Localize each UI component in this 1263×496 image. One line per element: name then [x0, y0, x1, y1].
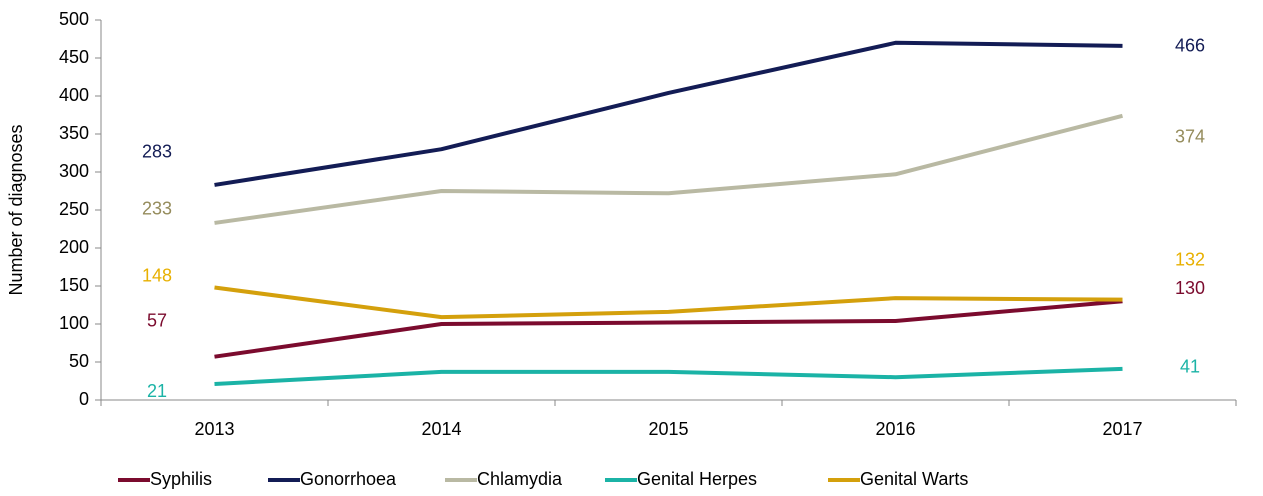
x-tick-label: 2014	[421, 419, 461, 439]
y-tick-label: 0	[79, 389, 89, 409]
y-axis-title: Number of diagnoses	[6, 124, 26, 295]
legend-label: Gonorrhoea	[300, 469, 397, 489]
data-label: 233	[142, 199, 172, 219]
data-label: 41	[1180, 357, 1200, 377]
data-label: 283	[142, 142, 172, 162]
data-label: 466	[1175, 36, 1205, 56]
x-tick-label: 2013	[194, 419, 234, 439]
x-tick-label: 2017	[1102, 419, 1142, 439]
series-line	[214, 113, 1123, 225]
y-tick-label: 50	[69, 351, 89, 371]
legend-label: Genital Warts	[860, 469, 968, 489]
legend-label: Genital Herpes	[637, 469, 757, 489]
data-label: 130	[1175, 278, 1205, 298]
y-tick-label: 500	[59, 9, 89, 29]
y-tick-label: 250	[59, 199, 89, 219]
x-tick-label: 2015	[648, 419, 688, 439]
legend-label: Chlamydia	[477, 469, 563, 489]
legend-label: Syphilis	[150, 469, 212, 489]
series-line	[214, 366, 1123, 387]
data-label: 148	[142, 265, 172, 285]
y-tick-label: 200	[59, 237, 89, 257]
data-label: 57	[147, 310, 167, 330]
y-tick-label: 350	[59, 123, 89, 143]
series-line	[214, 285, 1123, 320]
series-line	[214, 40, 1123, 187]
x-tick-label: 2016	[875, 419, 915, 439]
y-tick-label: 100	[59, 313, 89, 333]
y-tick-label: 300	[59, 161, 89, 181]
y-tick-label: 450	[59, 47, 89, 67]
series-line	[214, 299, 1123, 359]
data-label: 132	[1175, 249, 1205, 269]
data-label: 21	[147, 381, 167, 401]
y-tick-label: 150	[59, 275, 89, 295]
data-label: 374	[1175, 127, 1205, 147]
y-tick-label: 400	[59, 85, 89, 105]
